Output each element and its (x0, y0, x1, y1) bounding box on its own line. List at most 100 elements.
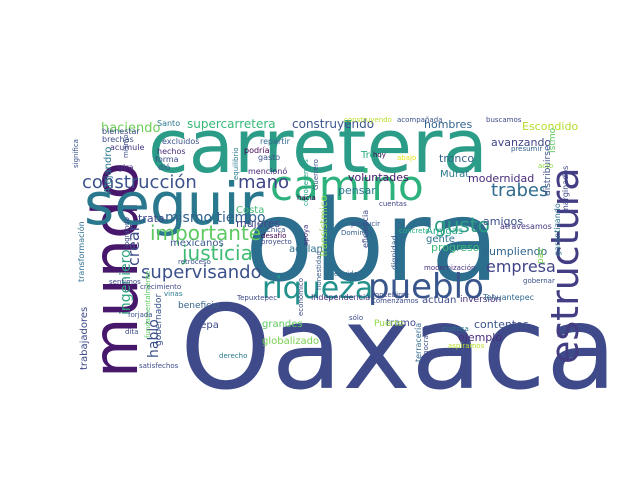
word-guerrero: Guerrero (312, 159, 320, 190)
word-pensar: pensar (338, 184, 376, 197)
word-modernidad: modernidad (468, 172, 534, 185)
word-sepa: sepa (195, 320, 219, 331)
word-excluidos: excluidos (162, 137, 199, 146)
word-globalizado: globalizado (262, 336, 319, 347)
word-tronco: tronco (439, 152, 474, 165)
word-derecho: derecho (219, 352, 247, 360)
word-sentimos: sentimos (109, 278, 141, 286)
word-adelante: adelante (289, 244, 333, 255)
word-garantizando: garantizando (553, 203, 562, 256)
word-grandes: grandes (262, 319, 303, 330)
word-forma: forma (155, 155, 179, 164)
word-hoy: hoy (373, 151, 386, 159)
word-eficiencia: eficiencia (361, 210, 370, 248)
word-hablo: habló (146, 319, 162, 358)
word-actuan: actúan (422, 294, 456, 306)
word-construyendo: construyendo (344, 116, 392, 124)
word-dita: dita (125, 328, 138, 336)
word-brechas: brechas (102, 135, 134, 144)
word-dignidad: dignidad (390, 235, 399, 270)
word-supercarretera: supercarretera (187, 117, 276, 131)
word-abajo: abajo (397, 154, 416, 162)
word-vinas: vinas (164, 290, 183, 298)
word-progreso: progreso (431, 241, 480, 254)
word-honestidad: honestidad (315, 251, 323, 290)
word-obra: obra (245, 177, 499, 307)
word-mundo: mundo (79, 162, 152, 378)
word-significa: significa (72, 139, 80, 168)
word-gobernador: gobernador (154, 294, 164, 346)
word-costosa: costosa (442, 325, 469, 333)
word-presumir: presumir (511, 145, 542, 153)
word-chica: Chica (266, 226, 285, 234)
word-concreto: concreto (399, 227, 429, 235)
word-solo: sólo (349, 314, 363, 322)
word-hombres: hombres (424, 118, 472, 131)
word-carretera: carretera (148, 104, 488, 190)
word-equidad: equidad (334, 270, 362, 278)
word-puerto: Puerto (374, 319, 404, 329)
word-democracia: democracia (422, 325, 430, 366)
word-dio: dió (158, 162, 170, 172)
word-riqueza: riqueza (262, 271, 373, 306)
word-equilibrio: equilibrio (232, 147, 240, 180)
word-mujeres: mujeres (236, 217, 281, 230)
word-construyendo: construyendo (292, 117, 374, 131)
word-economico: económico (297, 278, 305, 316)
word-alejandro: Alejandro (103, 147, 114, 194)
word-retroceso: retroceso (178, 258, 211, 266)
word-istmo: Istmo (548, 127, 558, 153)
word-trabes: trabes (491, 180, 548, 201)
word-oaxaca: Oaxaca (180, 281, 617, 416)
word-mano: mano (238, 172, 289, 193)
word-gobernar: gobernar (523, 277, 555, 285)
word-escondido: Escondido (522, 120, 578, 133)
word-ingeniero: ingeniero (118, 249, 134, 315)
word-apoya: apoya (302, 225, 310, 246)
word-costa: Costa (236, 205, 264, 216)
word-modernizacion: modernización (424, 264, 475, 272)
word-transistmico: Transístmico (318, 196, 330, 259)
word-menciono: mencionó (248, 166, 287, 176)
word-importante: importante (150, 221, 261, 245)
word-podria: podría (244, 146, 270, 155)
word-haciendo: haciendo (101, 121, 160, 136)
word-seguir: seguir (84, 170, 264, 238)
word-transformacion: transformación (76, 221, 86, 282)
word-supervisando: supervisando (141, 262, 262, 283)
word-buscamos: buscamos (486, 116, 522, 124)
word-pueblo: pueblo (368, 267, 484, 307)
word-gira: gira (118, 163, 134, 172)
word-justicia: justicia (181, 241, 253, 265)
word-crecimiento: crecimiento (140, 283, 181, 291)
word-fundamentalmente: fundamentalmente (144, 271, 152, 338)
word-atravesamos: atravesamos (500, 222, 552, 231)
word-satisfechos: satisfechos (139, 362, 179, 370)
word-amigas: Amigas (426, 226, 463, 237)
word-repartir: repartir (260, 137, 291, 146)
word-voluntades: voluntades (348, 171, 409, 184)
word-construccion: construcción (82, 172, 197, 193)
word-gente: gente (426, 234, 455, 245)
word-mexicanos: mexicanos (170, 238, 224, 249)
word-distribuirse: distribuirse (543, 145, 553, 196)
word-acompanada: acompañada (397, 116, 442, 124)
word-amigos: amigos (483, 215, 523, 228)
word-hacia: hacia (297, 194, 316, 202)
word-tepuxtepec: Tepuxtepec (236, 294, 277, 302)
word-bienestar: bienestar (102, 127, 140, 136)
word-trata: trata (138, 212, 165, 225)
word-crear: crear (124, 224, 143, 266)
word-mismo: mismo (122, 134, 130, 158)
word-cuentas: cuentas (379, 200, 407, 208)
word-acumule: acumule (110, 143, 144, 152)
word-tramo: tramo (386, 318, 416, 329)
word-forjada: forjada (128, 311, 153, 319)
word-hechos: hechos (157, 147, 186, 156)
word-independencia: Independencia (311, 293, 370, 302)
word-empresa: empresa (486, 257, 556, 276)
word-beneficio: beneficio (178, 301, 220, 311)
word-gasto: gasto (258, 153, 280, 162)
